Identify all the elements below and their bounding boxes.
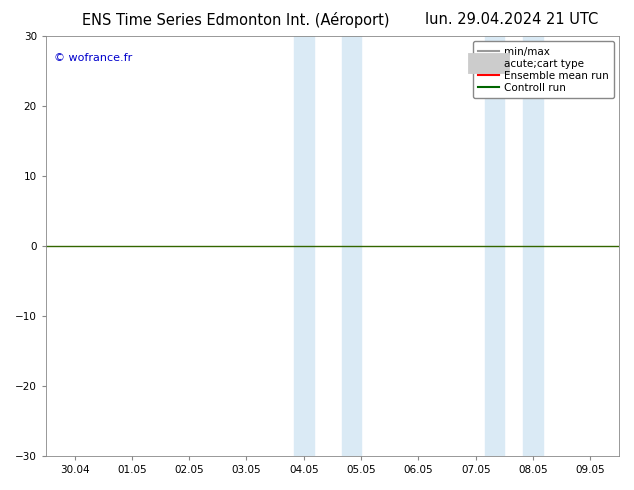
Text: lun. 29.04.2024 21 UTC: lun. 29.04.2024 21 UTC	[425, 12, 598, 27]
Bar	[523, 36, 543, 456]
Legend: min/max, acute;cart type, Ensemble mean run, Controll run: min/max, acute;cart type, Ensemble mean …	[472, 41, 614, 98]
Bar	[486, 36, 505, 456]
Bar	[342, 36, 361, 456]
Bar	[294, 36, 314, 456]
Text: ENS Time Series Edmonton Int. (Aéroport): ENS Time Series Edmonton Int. (Aéroport)	[82, 12, 390, 28]
Text: © wofrance.fr: © wofrance.fr	[55, 53, 133, 63]
